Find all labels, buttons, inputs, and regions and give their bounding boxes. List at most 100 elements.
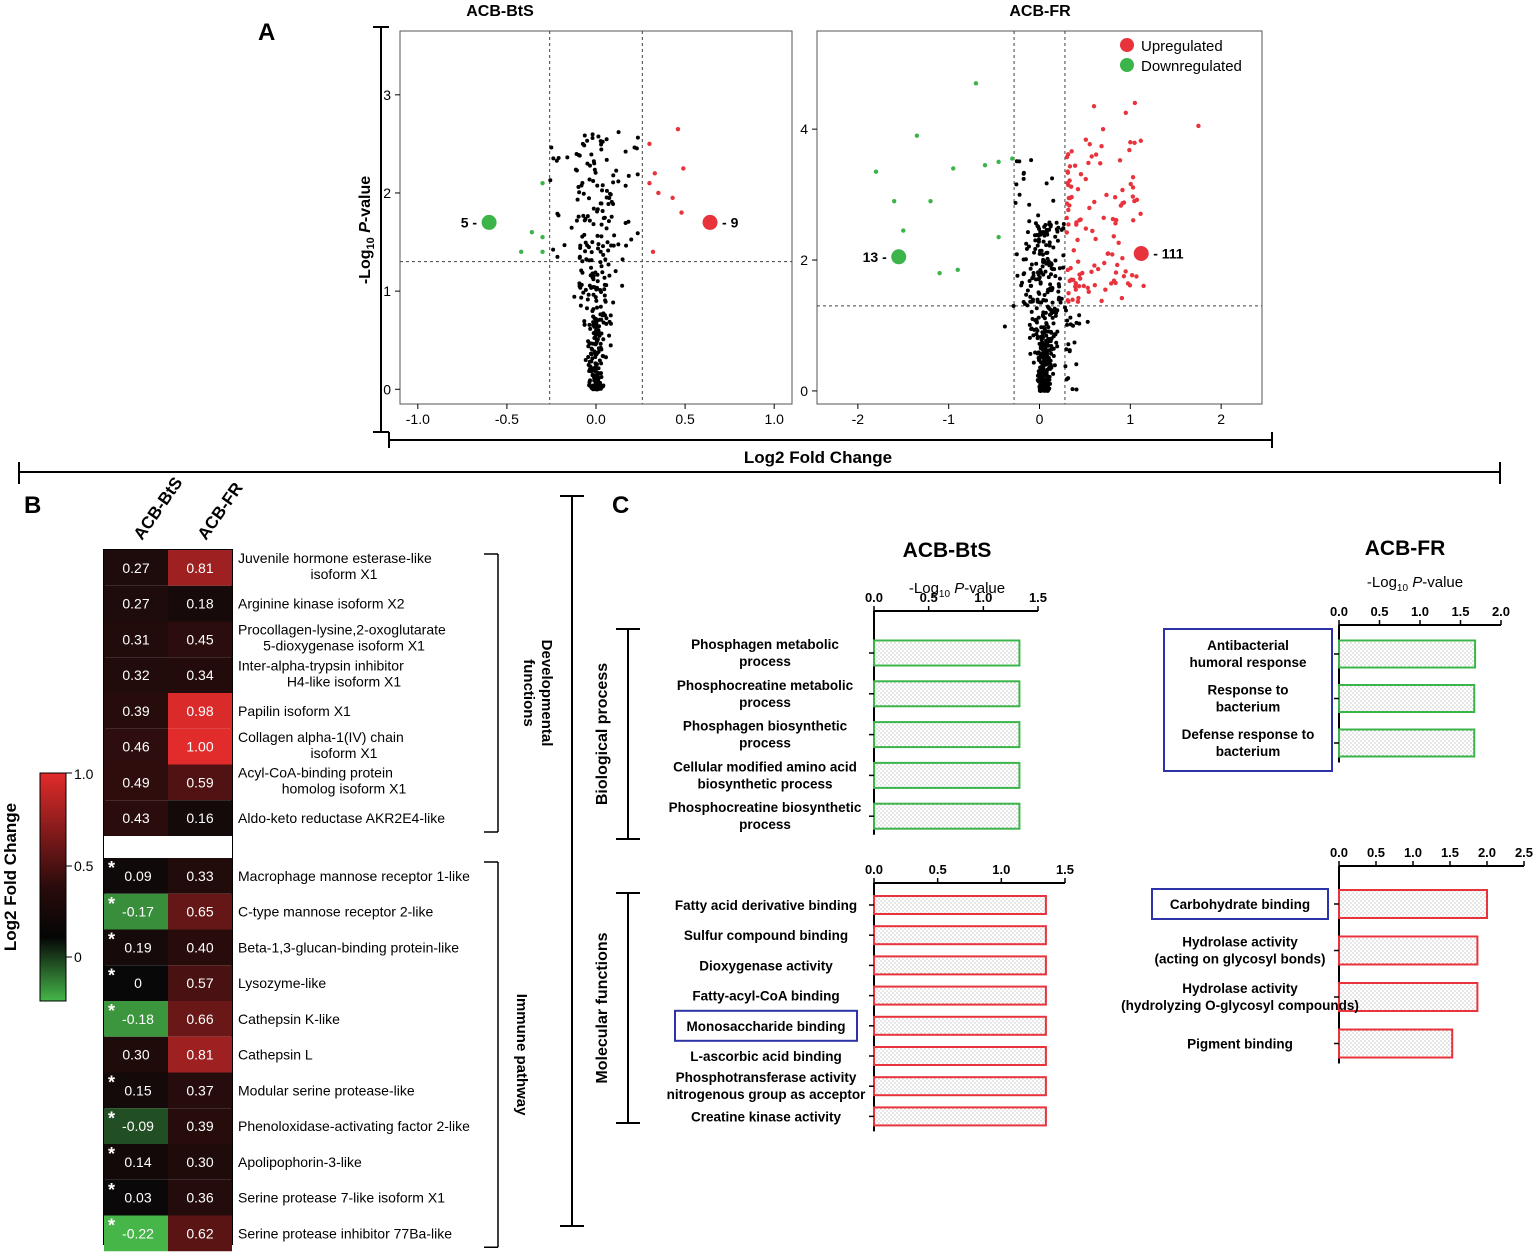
significance-star: *	[108, 1001, 115, 1021]
volcano-bts-point	[588, 326, 593, 331]
heatmap-value-fr: 0.81	[186, 560, 213, 576]
volcano-bts-point	[589, 152, 594, 157]
volcano-bts-point	[601, 383, 606, 388]
significance-star: *	[108, 1108, 115, 1128]
volcano-bts-point	[586, 245, 591, 250]
volcano-fr-up-point	[1078, 217, 1083, 222]
volcano-fr-point	[1031, 273, 1036, 278]
volcano-fr-point	[1067, 349, 1072, 354]
volcano-bts-point	[580, 234, 585, 239]
volcano-bts-point	[582, 319, 587, 324]
volcano-fr-point	[1053, 274, 1058, 279]
volcano-fr-up-point	[1123, 110, 1128, 115]
volcano-bts-up-point	[675, 126, 681, 132]
colorbar-tick-low: 0	[74, 949, 82, 965]
volcano-bts-point	[602, 287, 607, 292]
volcano-bts-point	[598, 341, 603, 346]
c-bp_fr-bar	[1338, 728, 1476, 758]
c-title-bts: ACB-BtS	[903, 539, 992, 562]
volcano-fr-down-count-marker	[891, 249, 907, 265]
volcano-fr-up-point	[1066, 222, 1071, 227]
volcano-fr-down-point	[951, 166, 956, 171]
volcano-fr-up-point	[1064, 154, 1070, 160]
volcano-bts-point	[576, 214, 581, 219]
volcano-fr-up-point	[1086, 160, 1091, 166]
c-mf_fr-bar	[1338, 1028, 1454, 1059]
volcano-bts-point	[587, 258, 592, 263]
volcano-fr-point	[1039, 300, 1044, 305]
volcano-fr-xtick-label: 2	[1217, 411, 1225, 427]
volcano-fr-point	[1035, 336, 1040, 341]
significance-star: *	[108, 1216, 115, 1236]
volcano-fr-point	[1044, 338, 1049, 343]
volcano-bts-point	[616, 242, 621, 247]
c-bp_fr-label-cont: humoral response	[1189, 655, 1307, 670]
volcano-bts-point	[586, 292, 591, 297]
heatmap-value-bts: 0.03	[124, 1190, 151, 1206]
volcano-fr-point	[1047, 360, 1052, 365]
c-mf_bts-label: Fatty acid derivative binding	[675, 898, 857, 913]
heatmap-value-fr: 0.59	[186, 774, 213, 790]
volcano-fr-point	[1051, 245, 1056, 250]
volcano-bts-point	[593, 295, 598, 300]
volcano-fr-point	[1077, 313, 1082, 318]
volcano-fr-down-point	[914, 133, 920, 138]
c-mf_bts-label-cont: nitrogenous group as acceptor	[667, 1087, 867, 1102]
volcano-bts-title: ACB-BtS	[466, 3, 534, 20]
volcano-bts-point	[594, 298, 599, 303]
volcano-fr-up-point	[1117, 158, 1123, 163]
volcano-bts-point	[582, 322, 587, 327]
volcano-fr-up-point	[1093, 236, 1098, 242]
volcano-fr-point	[1038, 360, 1043, 365]
volcano-bts-point	[596, 246, 601, 251]
volcano-bts-point	[574, 218, 579, 223]
volcano-fr-point	[1049, 343, 1054, 348]
volcano-fr-point	[1048, 261, 1053, 266]
volcano-fr-up-point	[1129, 272, 1135, 278]
volcano-bts-xtick-label: 1.0	[764, 411, 784, 427]
volcano-bts-point	[613, 269, 618, 274]
volcano-fr-point	[1021, 170, 1026, 175]
volcano-fr-up-point	[1130, 175, 1136, 180]
c-row-label-mf: Molecular functions	[594, 932, 611, 1083]
heatmap-cell-bts	[104, 657, 168, 693]
volcano-fr-point	[1041, 310, 1046, 315]
c-mf_fr-label: Carbohydrate binding	[1170, 897, 1310, 912]
volcano-bts-point	[586, 339, 591, 344]
volcano-fr-point	[1031, 360, 1036, 365]
volcano-bts-point	[587, 322, 592, 327]
c-mf_fr-bar	[1338, 982, 1479, 1012]
colorbar-tick-mid: 0.5	[74, 858, 94, 874]
volcano-fr-point	[1034, 261, 1039, 266]
heatmap-value-fr: 0.62	[186, 1225, 213, 1241]
volcano-fr-up-point	[1073, 281, 1078, 286]
volcano-fr-up-point	[1116, 240, 1121, 246]
volcano-bts-point	[620, 283, 625, 288]
volcano-fr-up-point	[1066, 182, 1071, 188]
heatmap-row-label-cont: 5-dioxygenase isoform X1	[263, 638, 425, 654]
group-label: Developmental	[538, 640, 555, 747]
volcano-bts-point	[585, 214, 590, 219]
volcano-fr-up-point	[1113, 270, 1119, 275]
heatmap-row-label: Juvenile hormone esterase-like	[238, 550, 432, 566]
volcano-fr-up-point	[1125, 281, 1131, 286]
volcano-bts-point	[605, 240, 610, 245]
volcano-bts-ytick-label: 0	[383, 381, 391, 397]
heatmap-col-fr: ACB-FR	[194, 479, 247, 543]
volcano-bts-point	[587, 283, 592, 288]
volcano-fr-point	[1024, 292, 1029, 297]
volcano-fr-down-point	[982, 162, 988, 168]
significance-star: *	[108, 858, 115, 878]
heatmap-cell-bts	[104, 858, 168, 894]
volcano-fr-point	[1049, 347, 1054, 352]
volcano-bts-point	[614, 168, 619, 173]
volcano-bts-point	[589, 346, 594, 351]
volcano-fr-point	[1047, 243, 1052, 248]
c-mf_bts-label: Fatty-acyl-CoA binding	[692, 989, 839, 1004]
volcano-bts-up-count: - 9	[722, 214, 739, 230]
c-mf_bts-label: Dioxygenase activity	[699, 958, 833, 973]
significance-star: *	[108, 1144, 115, 1164]
volcano-bts-point	[594, 321, 599, 326]
volcano-fr-up-point	[1131, 218, 1136, 223]
volcano-bts-point	[607, 319, 612, 324]
